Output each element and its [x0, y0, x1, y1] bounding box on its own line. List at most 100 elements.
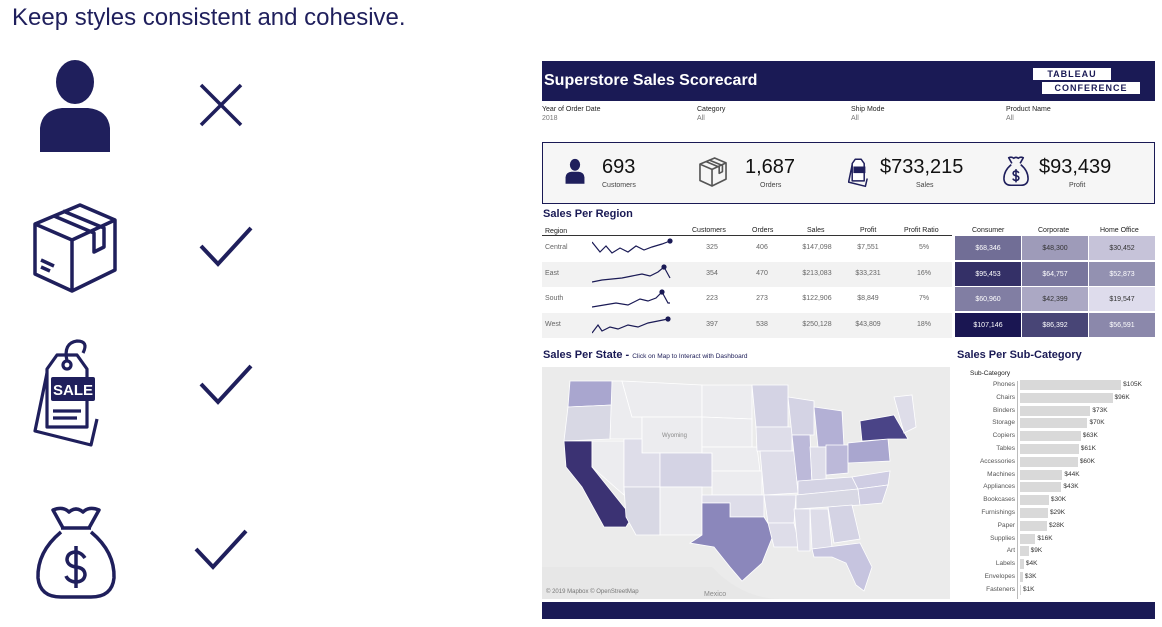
kpi-value: 693	[602, 156, 636, 178]
cell-ratio: 16%	[916, 269, 931, 277]
segment-cell-consumer[interactable]: $95,453	[955, 261, 1021, 287]
subcategory-bar-row[interactable]: Furnishings $29K	[957, 507, 1157, 519]
segment-cell-home[interactable]: $19,547	[1089, 287, 1155, 312]
region-name: East	[545, 269, 560, 277]
kpi-value: $93,439	[1039, 156, 1112, 178]
subcategory-value-label: $43K	[1063, 483, 1079, 491]
subcategory-bar-row[interactable]: Copiers $63K	[957, 430, 1157, 442]
subcategory-section-title: Sales Per Sub-Category	[957, 349, 1082, 361]
subcategory-label: Labels	[995, 560, 1015, 568]
subcategory-value-label: $28K	[1048, 521, 1065, 529]
kpi-panel: 693 Customers 1,687 Orders	[542, 142, 1155, 204]
cell-orders: 470	[756, 269, 768, 277]
col-header-consumer: Consumer	[972, 227, 1005, 234]
subcategory-value-label: $3K	[1024, 573, 1037, 580]
subcategory-bar[interactable]	[1020, 482, 1062, 493]
us-state-map[interactable]: Wyoming Mexico © 2019 Mapbox © OpenStree…	[542, 367, 950, 599]
segment-cell-consumer[interactable]: $107,146	[955, 312, 1021, 338]
subcategory-label: Phones	[992, 381, 1015, 388]
segment-cell-consumer[interactable]: $68,346	[955, 236, 1021, 261]
subcategory-bar[interactable]	[1020, 559, 1024, 570]
kpi-orders: 1,687 Orders	[699, 143, 839, 203]
subcategory-bar-row[interactable]: Art $9K	[957, 545, 1157, 557]
kpi-sales: $733,215 Sales	[848, 143, 988, 203]
filter-category[interactable]: Category All	[697, 106, 726, 122]
map-label-mexico: Mexico	[704, 591, 727, 598]
subcategory-bar-row[interactable]: Supplies $16K	[957, 533, 1157, 545]
col-header-region: Region	[545, 228, 568, 235]
subcategory-bar[interactable]	[1020, 444, 1079, 454]
segment-cell-home[interactable]: $56,591	[1089, 312, 1155, 338]
subcategory-bar[interactable]	[1020, 380, 1122, 390]
kpi-label: Orders	[760, 182, 782, 189]
cell-customers: 325	[706, 244, 718, 251]
cell-sales: $147,098	[802, 244, 832, 251]
kpi-profit: $93,439 Profit	[1003, 143, 1143, 203]
table-row[interactable]: West 397 538 $250,128 $43,809 18%	[542, 312, 952, 338]
cell-ratio: 18%	[916, 320, 931, 328]
subcategory-bar-row[interactable]: Storage $70K	[957, 417, 1157, 429]
map-label-wyoming: Wyoming	[662, 433, 687, 439]
segment-cell-corporate[interactable]: $48,300	[1022, 236, 1088, 261]
subcategory-value-label: $70K	[1089, 419, 1105, 427]
subcategory-bar-row[interactable]: Labels $4K	[957, 558, 1157, 570]
subcategory-bar[interactable]	[1020, 431, 1081, 442]
subcategory-bar[interactable]	[1020, 508, 1048, 518]
subcategory-bar-row[interactable]: Accessories $60K	[957, 456, 1157, 468]
segment-cell-corporate[interactable]: $42,399	[1022, 287, 1088, 312]
subcategory-bar[interactable]	[1020, 495, 1049, 506]
filter-product-name[interactable]: Product Name All	[1006, 106, 1051, 122]
state-texas	[688, 502, 775, 582]
map-canvas[interactable]	[542, 367, 950, 599]
subcategory-bar-row[interactable]: Envelopes $3K	[957, 571, 1157, 583]
subcategory-label: Copiers	[992, 432, 1015, 440]
subcategory-label: Chairs	[996, 393, 1015, 401]
segment-cell-corporate[interactable]: $64,757	[1022, 261, 1088, 287]
kpi-label: Sales	[916, 182, 934, 189]
table-row[interactable]: Central 325 406 $147,098 $7,551 5%	[542, 236, 952, 261]
subcategory-bar-row[interactable]: Machines $44K	[957, 469, 1157, 481]
subcategory-bar[interactable]	[1020, 584, 1021, 595]
subcategory-bar-row[interactable]: Bookcases $30K	[957, 494, 1157, 506]
subcategory-bar[interactable]	[1020, 405, 1091, 416]
table-row[interactable]: East 354 470 $213,083 $33,231 16%	[542, 261, 952, 287]
subcategory-label: Storage	[992, 419, 1015, 427]
subcategory-bar[interactable]	[1020, 469, 1063, 480]
map-credit: © 2019 Mapbox © OpenStreetMap	[546, 589, 639, 595]
segment-cell-home[interactable]: $52,873	[1089, 261, 1155, 287]
sale-tag-icon	[848, 158, 868, 188]
filter-year[interactable]: Year of Order Date 2018	[542, 106, 601, 122]
subcategory-bar[interactable]	[1020, 456, 1078, 467]
subcategory-bar-row[interactable]: Tables $61K	[957, 443, 1157, 455]
state-section-subtitle: Click on Map to Interact with Dashboard	[632, 353, 748, 360]
subcategory-bar[interactable]	[1020, 520, 1047, 531]
subcategory-bar[interactable]	[1020, 533, 1036, 544]
subcategory-bar[interactable]	[1020, 392, 1113, 403]
table-row[interactable]: South 223 273 $122,906 $8,849 7%	[542, 287, 952, 312]
subcategory-bar-row[interactable]: Appliances $43K	[957, 481, 1157, 493]
subcategory-bar-row[interactable]: Phones $105K	[957, 379, 1157, 391]
subcategory-value-label: $4K	[1025, 560, 1038, 568]
filter-ship-mode[interactable]: Ship Mode All	[851, 106, 885, 122]
col-header-orders: Orders	[752, 227, 774, 234]
subcategory-bar[interactable]	[1020, 572, 1023, 582]
subcategory-bar[interactable]	[1020, 418, 1088, 429]
subcategory-bar-row[interactable]: Chairs $96K	[957, 392, 1157, 404]
subcategory-bar-row[interactable]: Binders $73K	[957, 405, 1157, 417]
kpi-value: $733,215	[880, 156, 964, 178]
subcategory-value-label: $61K	[1080, 445, 1096, 452]
segment-cell-consumer[interactable]: $60,960	[955, 287, 1021, 312]
subcategory-bar-row[interactable]: Fasteners $1K	[957, 584, 1157, 596]
subcategory-value-label: $9K	[1030, 547, 1043, 555]
subcategory-header: Sub-Category	[970, 370, 1011, 377]
cell-customers: 397	[706, 320, 718, 328]
segment-cell-corporate[interactable]: $86,392	[1022, 312, 1088, 338]
subcategory-bar-row[interactable]: Paper $28K	[957, 520, 1157, 532]
subcategory-bar[interactable]	[1020, 546, 1029, 557]
state-new-york	[859, 414, 909, 442]
subcategory-label: Machines	[987, 470, 1015, 478]
cell-orders: 406	[756, 244, 768, 251]
check-mark-icon	[199, 364, 253, 405]
slide-title: Keep styles consistent and cohesive.	[12, 4, 406, 31]
segment-cell-home[interactable]: $30,452	[1089, 236, 1155, 261]
